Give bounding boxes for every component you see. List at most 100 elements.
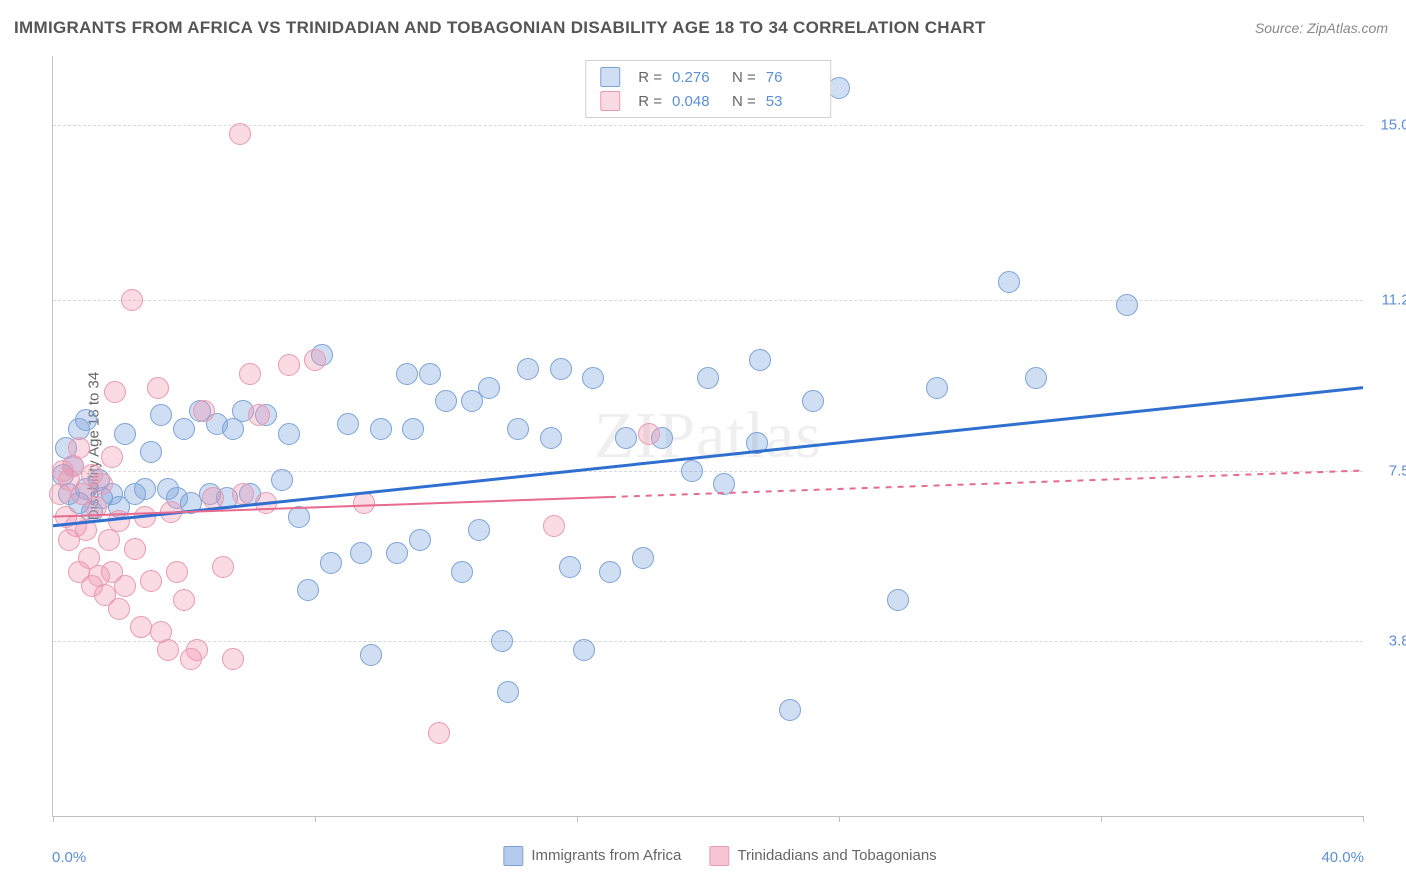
chart-container: Disability Age 18 to 34 ZIPatlas R =0.27… (52, 56, 1388, 836)
scatter-point-pink (173, 589, 195, 611)
scatter-point-pink (91, 473, 113, 495)
legend-r-value: 0.276 (672, 69, 722, 86)
grid-line (53, 300, 1363, 301)
scatter-point-blue (478, 377, 500, 399)
scatter-point-pink (255, 492, 277, 514)
legend-n-value: 76 (766, 69, 816, 86)
scatter-point-blue (180, 492, 202, 514)
scatter-point-pink (157, 639, 179, 661)
scatter-point-blue (828, 77, 850, 99)
x-axis-min-label: 0.0% (52, 849, 86, 866)
scatter-point-pink (428, 722, 450, 744)
scatter-point-blue (435, 390, 457, 412)
legend-swatch-pink (600, 91, 620, 111)
scatter-point-blue (173, 418, 195, 440)
scatter-point-pink (121, 289, 143, 311)
legend-swatch (503, 846, 523, 866)
scatter-point-blue (288, 506, 310, 528)
scatter-point-blue (573, 639, 595, 661)
scatter-point-blue (887, 589, 909, 611)
scatter-point-blue (337, 413, 359, 435)
series-legend-item: Immigrants from Africa (503, 846, 681, 866)
scatter-point-blue (1116, 294, 1138, 316)
scatter-point-blue (697, 367, 719, 389)
scatter-point-blue (632, 547, 654, 569)
scatter-point-blue (468, 519, 490, 541)
scatter-point-pink (304, 349, 326, 371)
scatter-point-blue (1025, 367, 1047, 389)
scatter-point-pink (248, 404, 270, 426)
scatter-point-blue (140, 441, 162, 463)
scatter-point-pink (186, 639, 208, 661)
legend-swatch (709, 846, 729, 866)
scatter-point-blue (540, 427, 562, 449)
grid-line (53, 471, 1363, 472)
scatter-point-blue (402, 418, 424, 440)
scatter-point-pink (212, 556, 234, 578)
scatter-point-pink (75, 519, 97, 541)
scatter-point-blue (350, 542, 372, 564)
scatter-point-pink (638, 423, 660, 445)
x-tick (315, 816, 316, 822)
scatter-point-pink (114, 575, 136, 597)
scatter-point-blue (998, 271, 1020, 293)
scatter-point-pink (124, 538, 146, 560)
scatter-point-blue (507, 418, 529, 440)
scatter-point-blue (599, 561, 621, 583)
scatter-point-blue (297, 579, 319, 601)
x-tick (1101, 816, 1102, 822)
scatter-point-blue (150, 404, 172, 426)
x-tick (1363, 816, 1364, 822)
scatter-point-blue (746, 432, 768, 454)
scatter-point-blue (713, 473, 735, 495)
scatter-point-pink (108, 598, 130, 620)
series-legend-label: Trinidadians and Tobagonians (737, 847, 936, 864)
scatter-point-blue (114, 423, 136, 445)
scatter-point-blue (550, 358, 572, 380)
scatter-point-blue (517, 358, 539, 380)
scatter-point-pink (160, 501, 182, 523)
scatter-point-blue (491, 630, 513, 652)
legend-n-value: 53 (766, 93, 816, 110)
series-legend: Immigrants from Africa Trinidadians and T… (503, 846, 936, 866)
scatter-point-blue (749, 349, 771, 371)
scatter-point-pink (134, 506, 156, 528)
scatter-point-blue (370, 418, 392, 440)
grid-line (53, 125, 1363, 126)
scatter-point-blue (559, 556, 581, 578)
scatter-point-pink (130, 616, 152, 638)
legend-r-label: R = (638, 93, 662, 110)
scatter-point-blue (409, 529, 431, 551)
legend-swatch-blue (600, 67, 620, 87)
scatter-point-pink (104, 381, 126, 403)
source-credit: Source: ZipAtlas.com (1255, 20, 1388, 36)
scatter-point-pink (140, 570, 162, 592)
legend-r-value: 0.048 (672, 93, 722, 110)
scatter-point-pink (68, 437, 90, 459)
scatter-point-blue (926, 377, 948, 399)
scatter-point-blue (802, 390, 824, 412)
plot-area: ZIPatlas R =0.276N =76R =0.048N =53 3.8%… (52, 56, 1363, 817)
chart-title: IMMIGRANTS FROM AFRICA VS TRINIDADIAN AN… (14, 18, 986, 38)
scatter-point-blue (271, 469, 293, 491)
scatter-point-blue (278, 423, 300, 445)
y-tick-label: 3.8% (1368, 632, 1406, 649)
x-tick (577, 816, 578, 822)
scatter-point-blue (396, 363, 418, 385)
scatter-point-blue (451, 561, 473, 583)
legend-n-label: N = (732, 69, 756, 86)
scatter-point-blue (360, 644, 382, 666)
y-tick-label: 7.5% (1368, 462, 1406, 479)
grid-line (53, 641, 1363, 642)
correlation-legend: R =0.276N =76R =0.048N =53 (585, 60, 831, 118)
scatter-point-blue (779, 699, 801, 721)
scatter-point-pink (166, 561, 188, 583)
scatter-point-pink (85, 496, 107, 518)
scatter-point-pink (101, 446, 123, 468)
scatter-point-blue (386, 542, 408, 564)
scatter-point-pink (232, 483, 254, 505)
x-tick (839, 816, 840, 822)
scatter-point-pink (202, 487, 224, 509)
scatter-point-blue (615, 427, 637, 449)
scatter-point-pink (147, 377, 169, 399)
